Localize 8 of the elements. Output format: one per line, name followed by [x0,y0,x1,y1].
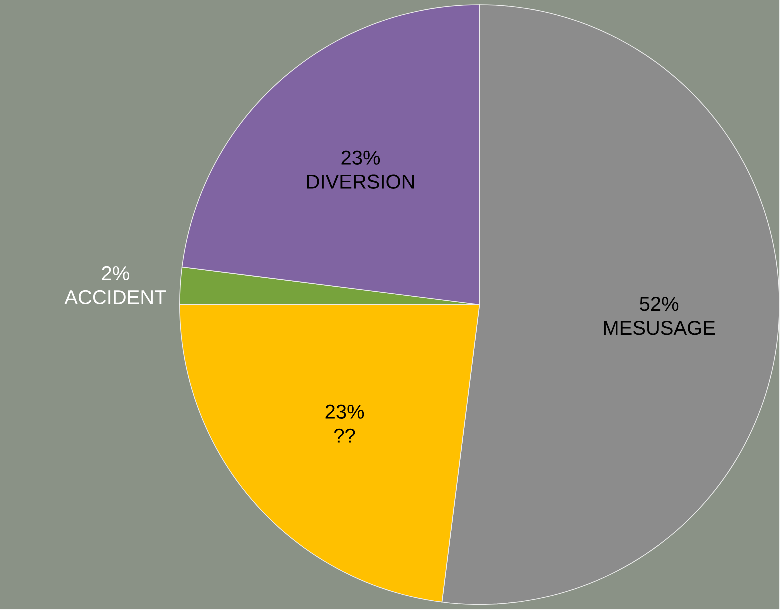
slice-label: MESUSAGE [604,321,716,336]
data-label: 2% [102,266,130,281]
data-label: 23% [326,405,364,420]
slice-label: ?? [334,428,356,443]
data-label: 52% [640,297,679,312]
slice-label: ACCIDENT [64,290,166,305]
slice-label: DIVERSION [307,174,414,190]
data-label: 23% [342,150,380,166]
